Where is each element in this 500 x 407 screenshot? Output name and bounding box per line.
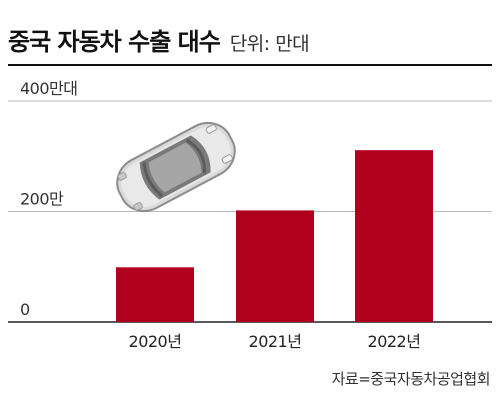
title-row: 중국 자동차 수출 대수 단위: 만대 — [8, 22, 310, 57]
bar-2022년 — [355, 150, 433, 322]
chart-title: 중국 자동차 수출 대수 — [8, 28, 221, 56]
y-tick-label: 200만 — [20, 190, 64, 209]
x-tick-label: 2020년 — [129, 332, 182, 351]
bar-2020년 — [116, 267, 194, 322]
title-divider — [8, 64, 492, 66]
label-layer: 0 200만 400만대 2020년 2021년 2022년 — [20, 79, 421, 351]
bar-2021년 — [236, 210, 314, 322]
x-tick-label: 2021년 — [249, 332, 302, 351]
source-note: 자료=중국자동차공업협회 — [331, 370, 491, 388]
car-icon — [116, 121, 236, 213]
bar-layer — [116, 150, 433, 322]
chart-subtitle: 단위: 만대 — [229, 33, 310, 55]
y-tick-label: 0 — [20, 300, 30, 319]
y-tick-label: 400만대 — [20, 79, 77, 98]
x-tick-label: 2022년 — [368, 332, 421, 351]
